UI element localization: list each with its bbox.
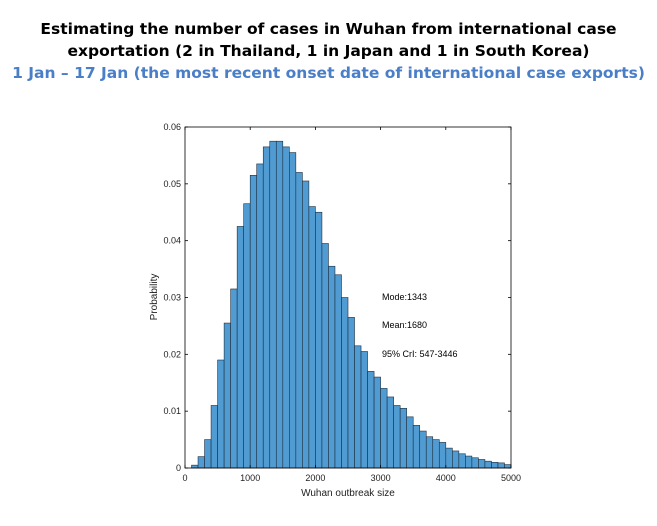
histogram-bar — [269, 140, 277, 469]
histogram-bar — [302, 180, 310, 469]
histogram-bar — [419, 430, 427, 469]
annotation-mode: Mode:1343 — [382, 292, 427, 302]
histogram-bar — [230, 288, 238, 469]
histogram-bar — [432, 439, 440, 469]
y-tick-label: 0.03 — [163, 293, 181, 303]
histogram-bar — [386, 396, 394, 469]
histogram-bar — [406, 416, 414, 469]
histogram-bar — [380, 388, 388, 469]
y-tick-label: 0 — [176, 463, 181, 473]
histogram-bar — [393, 405, 401, 469]
chart-title-line-1: Estimating the number of cases in Wuhan … — [40, 20, 617, 38]
histogram-bar — [484, 460, 492, 469]
histogram-bar — [315, 211, 323, 469]
histogram-bar — [210, 405, 218, 469]
x-axis-label: Wuhan outbreak size — [301, 488, 395, 499]
histogram-bar — [465, 455, 473, 469]
histogram-bar — [373, 376, 381, 469]
histogram-bar — [328, 265, 336, 469]
histogram-bar — [295, 172, 303, 469]
x-axis-ticks: 0 1000 2000 3000 4000 5000 — [182, 127, 521, 483]
histogram-bar — [399, 408, 407, 469]
x-tick-label: 2000 — [305, 473, 325, 483]
histogram-bar — [197, 456, 205, 469]
histogram-bar — [497, 462, 505, 469]
y-tick-label: 0.04 — [163, 236, 181, 246]
annotation-credible-interval: 95% CrI: 547-3446 — [382, 349, 458, 359]
histogram-bar — [334, 274, 342, 469]
y-axis-ticks: 0 0.01 0.02 0.03 0.04 0.05 0.06 — [163, 122, 511, 473]
histogram-bar — [354, 345, 362, 469]
chart-title-block: Estimating the number of cases in Wuhan … — [0, 18, 657, 84]
histogram-bar — [458, 453, 466, 469]
histogram-bar — [471, 457, 479, 469]
histogram-bar — [491, 462, 499, 469]
histogram-bar — [249, 175, 258, 469]
y-tick-label: 0.02 — [163, 349, 181, 359]
histogram-bar — [256, 163, 264, 469]
histogram-bar — [478, 459, 486, 469]
histogram-bar — [289, 152, 297, 469]
histogram-bars — [191, 140, 512, 469]
y-tick-label: 0.05 — [163, 179, 181, 189]
histogram-bar — [243, 203, 251, 469]
histogram-bar — [360, 351, 368, 469]
x-tick-label: 3000 — [371, 473, 391, 483]
histogram-bar — [452, 450, 460, 469]
histogram-bar — [341, 297, 349, 469]
histogram-bar — [308, 206, 316, 469]
x-tick-label: 0 — [182, 473, 187, 483]
histogram-bar — [275, 140, 284, 469]
x-tick-label: 1000 — [240, 473, 260, 483]
x-tick-label: 4000 — [436, 473, 456, 483]
chart-title-line-2: exportation (2 in Thailand, 1 in Japan a… — [67, 42, 590, 60]
y-tick-label: 0.06 — [163, 122, 181, 132]
histogram-bar — [412, 425, 421, 469]
histogram-bar — [236, 226, 244, 469]
histogram-bar — [223, 322, 231, 469]
histogram-bar — [438, 442, 447, 469]
x-tick-label: 5000 — [501, 473, 521, 483]
histogram-bar — [425, 436, 434, 469]
histogram-bar — [504, 464, 512, 469]
y-tick-label: 0.01 — [163, 406, 181, 416]
histogram-bar — [204, 439, 212, 469]
histogram-bar — [321, 243, 329, 469]
histogram-bar — [282, 146, 290, 469]
histogram-bar — [191, 464, 199, 469]
histogram-bar — [347, 317, 355, 469]
chart-subtitle: 1 Jan – 17 Jan (the most recent onset da… — [12, 64, 645, 82]
y-axis-label: Probability — [149, 274, 160, 321]
histogram-bar — [445, 447, 453, 469]
histogram-bar — [217, 359, 225, 469]
histogram-bar — [262, 146, 271, 469]
annotation-mean: Mean:1680 — [382, 320, 427, 330]
histogram-bar — [367, 371, 375, 469]
